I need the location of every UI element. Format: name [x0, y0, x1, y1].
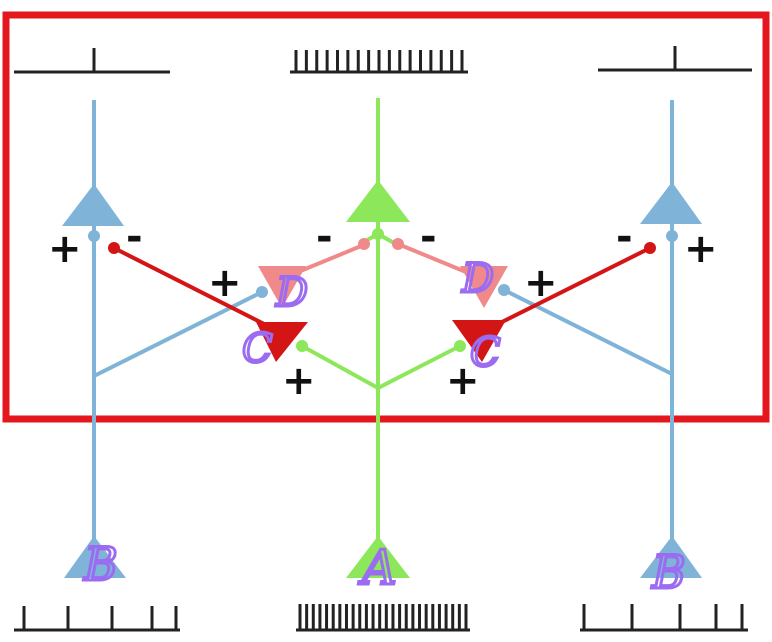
label-d-left: D — [275, 270, 308, 316]
sign-plus-left-blue: + — [48, 226, 82, 272]
label-c-left: C — [242, 326, 273, 372]
neuron-d-right — [460, 266, 508, 308]
sign-minus-left-red: - — [126, 214, 143, 260]
spike-train-bottom-middle — [296, 604, 470, 632]
red-connections — [113, 246, 651, 330]
green-pathway — [301, 98, 461, 540]
label-a: A — [358, 540, 397, 596]
sign-minus-green-right: - — [420, 214, 437, 260]
sign-plus-c-right: + — [446, 358, 480, 404]
spike-train-bottom-left — [14, 606, 180, 632]
label-d-right: D — [461, 256, 494, 302]
pink-connections — [297, 242, 467, 274]
label-b-right: B — [651, 545, 686, 599]
synapse-dots — [88, 228, 678, 352]
spike-train-top-left — [14, 48, 170, 74]
neuron-d-left — [258, 266, 306, 308]
spike-train-bottom-right — [580, 604, 748, 632]
label-c-right: C — [470, 330, 501, 376]
neuron-top-middle-green — [346, 180, 410, 222]
sign-plus-d-right: + — [524, 260, 558, 306]
neuron-top-left-blue — [62, 184, 124, 226]
neuron-b-right — [640, 536, 702, 578]
neuron-top-right-blue — [640, 182, 702, 224]
sign-minus-right-red: - — [616, 214, 633, 260]
sign-plus-c-left: + — [282, 358, 316, 404]
sign-plus-d-left: + — [208, 260, 242, 306]
sign-minus-green-left: - — [316, 214, 333, 260]
neuron-a-green — [346, 536, 410, 578]
blue-pathway-right — [503, 100, 674, 540]
neuron-c-left — [256, 322, 308, 362]
label-b-left: B — [83, 537, 118, 591]
blue-pathway-left — [92, 100, 263, 540]
spike-train-top-middle — [290, 50, 468, 74]
neuron-c-right — [452, 320, 506, 362]
spike-train-top-right — [598, 46, 752, 72]
inhibition-circuit-frame — [2, 11, 770, 423]
sign-plus-right-blue: + — [684, 226, 718, 272]
neuron-b-left — [64, 536, 126, 578]
